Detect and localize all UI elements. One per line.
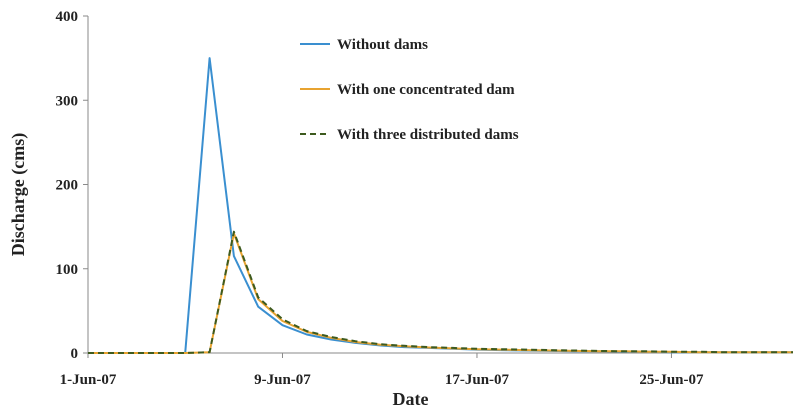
series-line-without-dams xyxy=(88,57,793,354)
series-lines xyxy=(88,57,793,354)
x-tick-label: 25-Jun-07 xyxy=(639,372,704,388)
x-axis-title: Date xyxy=(393,389,429,409)
y-tick-label: 400 xyxy=(56,9,79,25)
legend-label-with-one-concentrated-dam: With one concentrated dam xyxy=(337,82,515,98)
y-tick-label: 0 xyxy=(71,346,79,362)
y-axis-ticks: 0 100 200 300 400 xyxy=(56,9,88,362)
x-axis-ticks: 1-Jun-07 9-Jun-07 17-Jun-07 25-Jun-07 xyxy=(60,353,704,388)
x-tick-label: 1-Jun-07 xyxy=(60,372,117,388)
series-line-with-three-distributed-dams xyxy=(88,230,793,354)
y-tick-label: 100 xyxy=(56,262,79,278)
y-tick-label: 200 xyxy=(56,178,79,194)
legend-label-without-dams: Without dams xyxy=(337,37,428,53)
legend-label-with-three-distributed-dams: With three distributed dams xyxy=(337,127,519,143)
y-axis-title: Discharge (cms) xyxy=(8,133,29,256)
legend: Without dams With one concentrated dam Wit… xyxy=(300,37,519,143)
x-tick-label: 9-Jun-07 xyxy=(254,372,311,388)
y-tick-label: 300 xyxy=(56,93,79,109)
x-tick-label: 17-Jun-07 xyxy=(445,372,510,388)
axes xyxy=(87,16,793,354)
